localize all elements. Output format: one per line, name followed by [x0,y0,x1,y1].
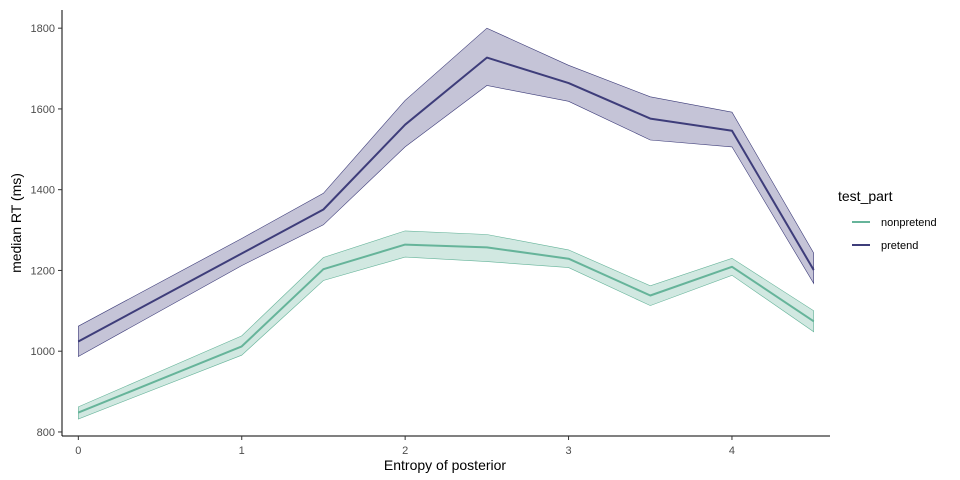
legend-label-pretend: pretend [881,240,918,252]
line-pretend [77,56,815,343]
y-tick-label: 1200 [31,265,55,277]
x-tick-label: 3 [565,445,571,457]
line-nonpretend [77,243,815,414]
x-tick-label: 1 [239,445,245,457]
legend-title: test_part [838,188,893,204]
band-pretend [78,27,814,358]
x-tick-label: 4 [729,445,735,457]
confidence-bands [78,27,814,420]
legend: test_part nonpretend pretend [838,188,937,252]
y-tick-label: 1400 [31,185,55,197]
x-tick-label: 0 [75,445,81,457]
x-axis-ticks: 0 1 2 3 4 [75,436,735,457]
y-tick-label: 1000 [31,346,55,358]
legend-label-nonpretend: nonpretend [881,217,937,229]
y-tick-label: 1800 [31,23,55,35]
y-axis-label: median RT (ms) [8,173,24,273]
y-axis-ticks: 800 1000 1200 1400 1600 1800 [31,23,62,439]
x-tick-label: 2 [402,445,408,457]
series-lines [77,56,815,414]
x-axis-label: Entropy of posterior [384,457,507,473]
band-nonpretend [78,230,814,420]
y-tick-label: 1600 [31,104,55,116]
y-tick-label: 800 [37,427,55,439]
